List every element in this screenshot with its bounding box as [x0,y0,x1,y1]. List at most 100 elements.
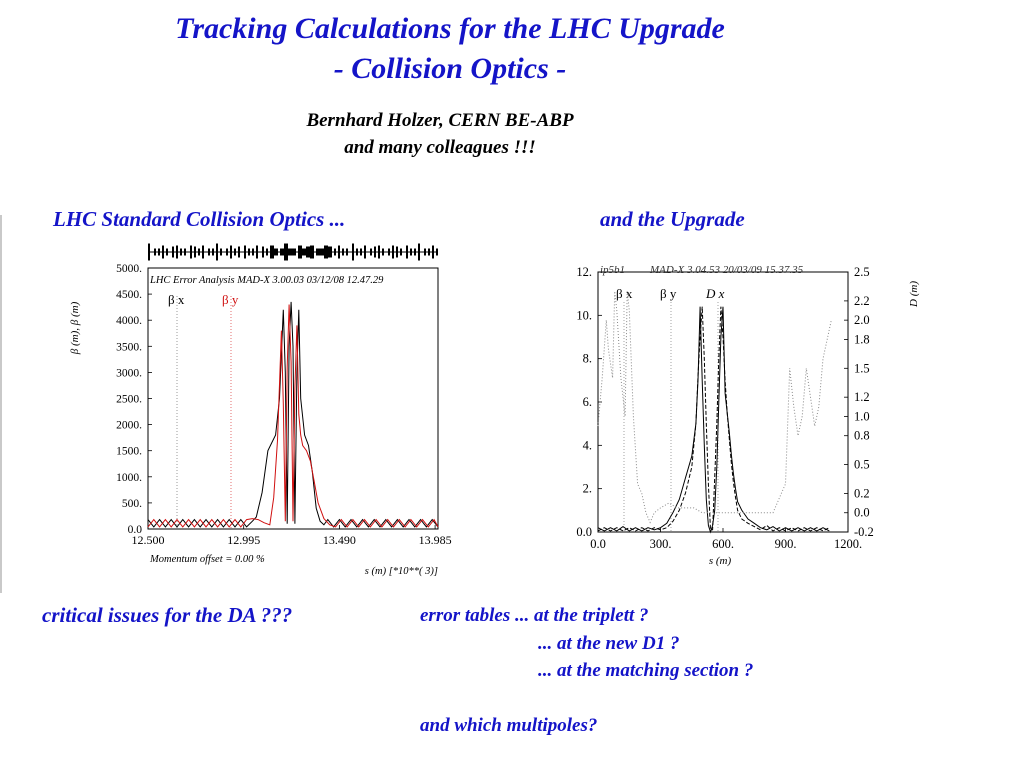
lattice-magnet [172,246,174,258]
chart2-ytick-label: 8. [583,352,592,366]
chart2-y2tick-label: -0.2 [854,525,874,539]
lattice-magnet [252,248,254,256]
chart1-header: LHC Error Analysis MAD-X 3.00.03 03/12/0… [149,275,384,286]
lattice-magnet [346,248,348,256]
lattice-magnet [392,245,394,259]
lattice-magnet [374,246,376,258]
lattice-magnet [202,245,204,259]
lattice-magnet [328,246,332,258]
lattice-magnet [198,248,200,256]
lattice-magnet [216,243,218,261]
lattice-magnet [212,248,214,256]
chart2-xtick-label: 1200. [834,537,862,551]
chart2-xlabel: s (m) [709,555,732,567]
lattice-magnet [162,245,164,259]
lattice-magnet [220,248,222,256]
chart1-legend-beta-x: β x [168,292,185,307]
chart1-ytick-label: 2500. [116,394,142,406]
lattice-magnet [244,245,246,259]
lattice-magnet [316,248,320,256]
left-edge-bar [0,215,2,593]
lattice-magnet [230,245,232,259]
lattice-magnet [234,248,236,256]
lattice-magnet [302,248,306,256]
chart2-y2tick-label: 0.2 [854,486,870,500]
lattice-magnet [378,245,380,259]
chart1-xtick-label: 12.500 [132,533,165,547]
lattice-magnet [428,248,430,256]
lattice-magnet [320,248,324,256]
lattice-magnet [414,248,416,256]
error-tables-text: error tables ... at the triplett ? [420,605,649,626]
lattice-magnet [180,248,182,256]
chart2-ytick-label: 12. [576,265,592,279]
matching-section-text: ... at the matching section ? [538,660,754,681]
lattice-magnet [154,248,156,256]
chart2-series-dx [597,291,832,524]
chart2-series-beta-x [597,306,830,534]
chart2-header: MAD-X 3.04.53 20/03/09 15.37.35 [649,264,804,276]
chart2-ytick-label: 4. [583,438,592,452]
chart1-xtick-label: 12.995 [227,533,260,547]
lattice-magnet [364,245,366,259]
lattice-magnet [334,248,336,256]
lattice-magnet [226,248,228,256]
lattice-magnet [432,245,434,259]
lattice-magnet [382,248,384,256]
chart-standard-optics: LHC Error Analysis MAD-X 3.00.03 03/12/0… [69,243,452,577]
chart2-y2tick-label: 1.2 [854,390,870,404]
chart2-ytick-label: 6. [583,395,592,409]
critical-issues-text: critical issues for the DA ??? [42,603,293,627]
chart1-ytick-label: 2000. [116,420,142,432]
multipoles-text: and which multipoles? [420,715,598,736]
chart2-y2tick-label: 2.0 [854,313,870,327]
lattice-magnet [248,248,250,256]
slide-title-line2: - Collision Optics - [333,52,567,85]
chart2-y2tick-label: 2.5 [854,265,870,279]
chart2-ytick-label: 2. [583,482,592,496]
chart2-legend-beta-y: β y [660,286,677,301]
chart2-y2label: D (m) [908,281,920,308]
chart2-y2tick-label: 1.5 [854,361,870,375]
chart1-series-beta-x [147,301,439,528]
chart1-ytick-label: 5000. [116,263,142,275]
lattice-magnet [280,248,284,256]
lattice-magnet [400,248,402,256]
lattice-magnet [298,245,302,259]
chart1-ytick-label: 1500. [116,446,142,458]
slide-title-line1: Tracking Calculations for the LHC Upgrad… [175,12,725,45]
caption-upgrade: and the Upgrade [600,207,745,231]
chart2-y2tick-label: 0.0 [854,506,870,520]
lattice-magnet [410,248,412,256]
lattice-magnet [306,246,310,258]
caption-standard-optics: LHC Standard Collision Optics ... [53,207,346,231]
lattice-magnet [292,248,296,256]
lattice-magnet [356,248,358,256]
lattice-magnet [310,245,314,259]
lattice-magnet [324,245,328,259]
chart1-legend-beta-y: β y [222,292,239,307]
chart2-xtick-label: 0.0 [590,537,606,551]
chart2-legend-dx: D x [705,286,725,301]
lattice-magnet [148,243,150,261]
chart2-xtick-label: 300. [650,537,672,551]
chart1-xtick-label: 13.985 [419,533,452,547]
lattice-magnet [424,248,426,256]
chart2-legend-beta-x: β x [616,286,633,301]
chart1-ytick-label: 3000. [116,367,142,379]
lattice-magnet [166,248,168,256]
chart2-xtick-label: 900. [775,537,797,551]
chart1-footer-right: s (m) [*10**( 3)] [365,566,438,577]
chart2-y2tick-label: 1.0 [854,409,870,423]
lattice-magnet [418,243,420,261]
lattice-magnet [360,248,362,256]
lattice-magnet [284,243,288,261]
chart2-y2tick-label: 1.8 [854,332,870,346]
chart2-y2tick-label: 2.2 [854,294,870,308]
chart-upgrade-optics: ip5b1 MAD-X 3.04.53 20/03/09 15.37.35 β … [576,264,920,567]
author-colleagues: and many colleagues !!! [344,137,536,158]
chart1-ytick-label: 500. [122,498,142,510]
chart2-xtick-label: 600. [712,537,734,551]
lattice-magnet [194,246,196,258]
chart1-footer-left: Momentum offset = 0.00 % [149,554,265,565]
